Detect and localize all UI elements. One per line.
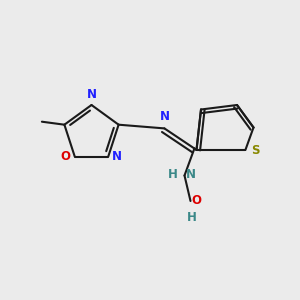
Text: S: S — [251, 143, 259, 157]
Text: N: N — [112, 150, 122, 163]
Text: N: N — [86, 88, 97, 101]
Text: N: N — [185, 168, 195, 181]
Text: N: N — [159, 110, 170, 123]
Text: O: O — [191, 194, 201, 207]
Text: H: H — [168, 168, 178, 181]
Text: O: O — [61, 150, 71, 163]
Text: H: H — [187, 211, 196, 224]
